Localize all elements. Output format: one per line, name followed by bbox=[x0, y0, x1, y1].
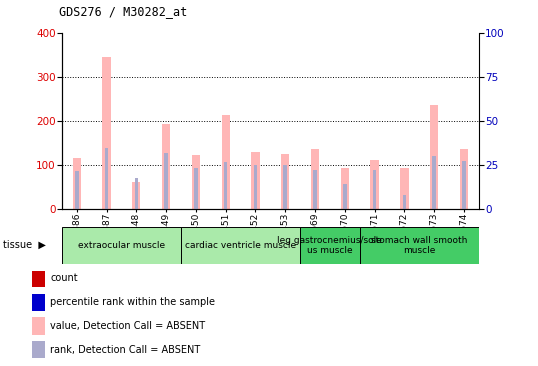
Bar bbox=[62, 227, 181, 264]
Bar bbox=[73, 158, 81, 209]
Bar bbox=[460, 149, 468, 209]
Text: value, Detection Call = ABSENT: value, Detection Call = ABSENT bbox=[50, 321, 206, 331]
Bar bbox=[32, 294, 45, 311]
Text: count: count bbox=[50, 273, 78, 283]
Bar bbox=[341, 168, 349, 209]
Bar bbox=[32, 270, 45, 287]
Text: leg gastrocnemius/sole
us muscle: leg gastrocnemius/sole us muscle bbox=[278, 235, 383, 255]
Bar bbox=[373, 171, 377, 209]
Bar bbox=[251, 152, 260, 209]
Bar bbox=[194, 168, 197, 209]
Bar bbox=[32, 341, 45, 358]
Bar bbox=[343, 184, 346, 209]
Bar bbox=[162, 124, 170, 209]
Bar bbox=[433, 156, 436, 209]
Bar bbox=[253, 165, 257, 209]
Bar bbox=[164, 153, 168, 209]
Bar bbox=[400, 168, 408, 209]
Bar bbox=[105, 149, 108, 209]
Bar bbox=[300, 227, 360, 264]
Bar bbox=[370, 160, 379, 209]
Bar bbox=[181, 227, 300, 264]
Bar bbox=[281, 154, 289, 209]
Bar bbox=[134, 178, 138, 209]
Bar bbox=[192, 155, 200, 209]
Bar bbox=[402, 195, 406, 209]
Bar bbox=[102, 57, 111, 209]
Bar bbox=[462, 161, 466, 209]
Bar bbox=[224, 162, 228, 209]
Text: stomach wall smooth
muscle: stomach wall smooth muscle bbox=[371, 235, 468, 255]
Text: GDS276 / M30282_at: GDS276 / M30282_at bbox=[59, 5, 187, 18]
Bar bbox=[311, 149, 319, 209]
Text: percentile rank within the sample: percentile rank within the sample bbox=[50, 297, 215, 307]
Bar bbox=[313, 171, 317, 209]
Bar bbox=[430, 105, 438, 209]
Text: rank, Detection Call = ABSENT: rank, Detection Call = ABSENT bbox=[50, 345, 201, 355]
Bar bbox=[360, 227, 479, 264]
Text: extraocular muscle: extraocular muscle bbox=[78, 241, 165, 250]
Text: cardiac ventricle muscle: cardiac ventricle muscle bbox=[185, 241, 296, 250]
Bar bbox=[75, 171, 79, 209]
Bar bbox=[132, 182, 140, 209]
Text: tissue  ▶: tissue ▶ bbox=[3, 240, 46, 250]
Bar bbox=[284, 165, 287, 209]
Bar bbox=[32, 317, 45, 335]
Bar bbox=[222, 115, 230, 209]
